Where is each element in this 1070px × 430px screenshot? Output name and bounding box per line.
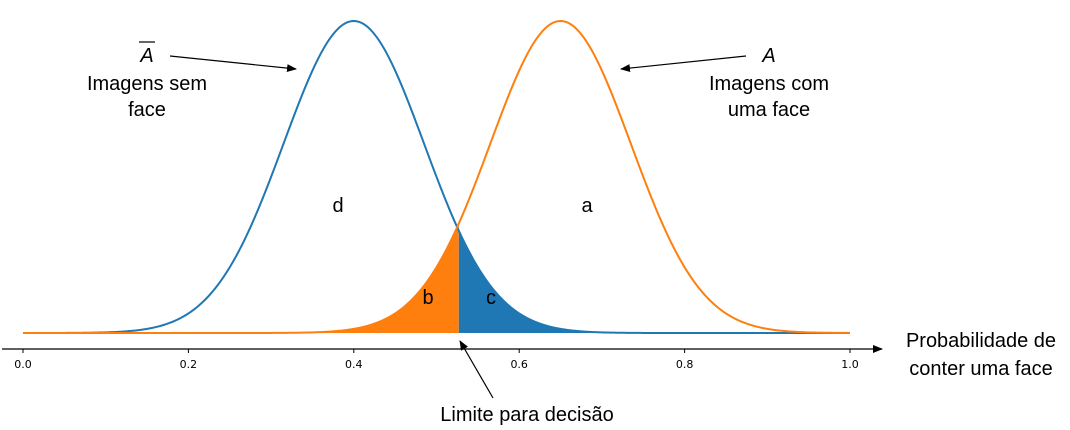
- x-tick-label: 1.0: [841, 358, 859, 371]
- face-label-line2: uma face: [728, 99, 810, 121]
- no-face-legend: A Imagens sem face: [87, 41, 297, 121]
- region-label-b: b: [422, 287, 433, 309]
- face-curve: [23, 19, 851, 334]
- no-face-label-line1: Imagens sem: [87, 73, 207, 95]
- threshold-annotation: Limite para decisão: [440, 340, 614, 426]
- face-symbol: A: [761, 45, 775, 67]
- no-face-label-line2: face: [128, 99, 166, 121]
- threshold-arrow: [459, 340, 494, 399]
- x-axis-label-line2: conter uma face: [909, 358, 1052, 380]
- x-tick-label: 0.8: [676, 358, 694, 371]
- region-c-fill: [458, 230, 850, 333]
- region-label-d: d: [332, 195, 343, 217]
- face-legend: A Imagens com uma face: [620, 45, 829, 121]
- threshold-label: Limite para decisão: [440, 404, 613, 426]
- x-tick-label: 0.2: [180, 358, 198, 371]
- region-b-fill: [23, 223, 459, 333]
- no-face-arrow: [169, 55, 297, 73]
- region-label-c: c: [486, 287, 496, 309]
- x-tick-label: 0.6: [510, 358, 528, 371]
- region-label-a: a: [581, 195, 593, 217]
- no-face-curve: [22, 19, 850, 334]
- x-axis-label-line1: Probabilidade de: [906, 330, 1056, 352]
- x-tick-label: 0.4: [345, 358, 363, 371]
- no-face-symbol: A: [139, 45, 153, 67]
- x-tick-label: 0.0: [14, 358, 32, 371]
- face-label-line1: Imagens com: [709, 73, 829, 95]
- face-arrow: [620, 55, 747, 73]
